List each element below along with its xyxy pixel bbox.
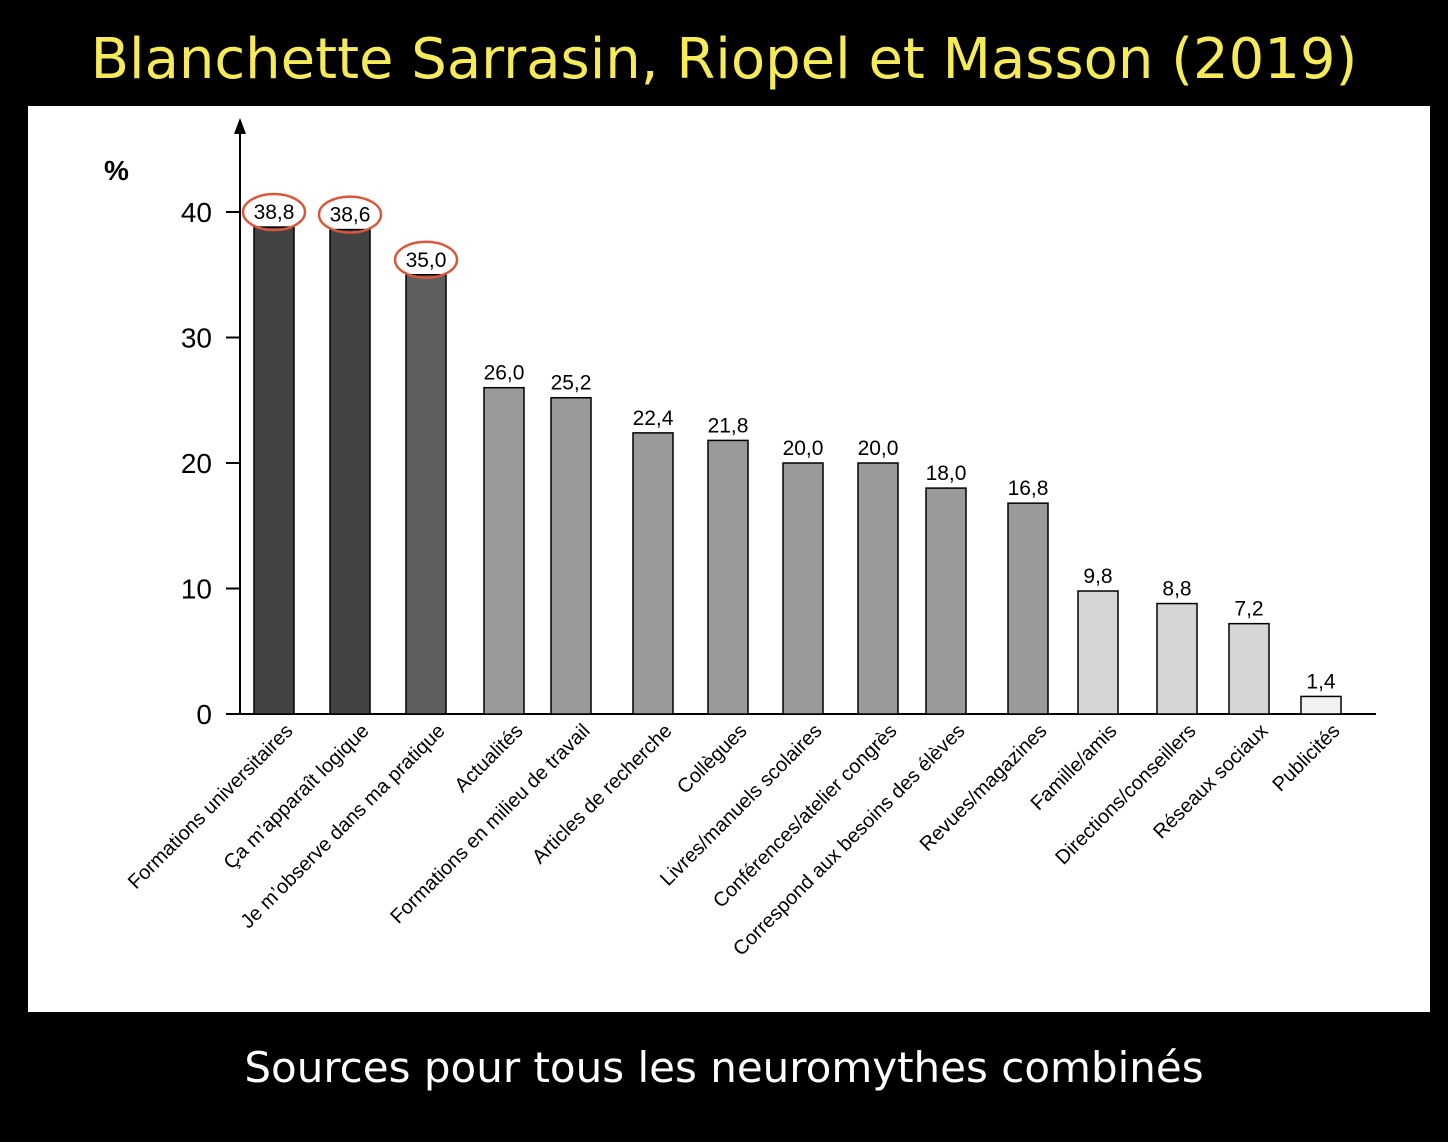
bar <box>405 274 447 715</box>
value-labels: 38,8 38,6 35,0 26,0 25,2 22,4 21,8 20,0 20,0 18,0… <box>254 201 1336 693</box>
bar <box>1007 502 1049 715</box>
bar <box>1156 602 1198 715</box>
chart-panel: % 0 10 20 30 40 38,8 38,6 35,0 26,0 25,2 22,4 21,8… <box>28 106 1430 1012</box>
bar <box>857 462 899 715</box>
category-label: Articles de recherche <box>528 720 676 868</box>
y-tick-label: 0 <box>196 699 212 730</box>
highlight-ring <box>393 240 459 279</box>
slide-caption: Sources pour tous les neuromythes combin… <box>244 1043 1204 1092</box>
value-label: 22,4 <box>633 407 674 430</box>
highlight-ring <box>317 195 383 234</box>
bar <box>1300 695 1342 715</box>
y-tick-label: 30 <box>181 323 212 354</box>
bar <box>1077 590 1119 715</box>
value-label: 16,8 <box>1008 477 1049 500</box>
category-label: Publicités <box>1268 720 1344 796</box>
highlight-rings <box>241 192 459 279</box>
value-label: 20,0 <box>783 437 824 460</box>
value-label: 18,0 <box>926 462 967 485</box>
value-label: 26,0 <box>484 362 525 385</box>
value-label: 38,8 <box>254 201 295 224</box>
bar <box>550 396 592 715</box>
bar <box>483 386 525 715</box>
bar <box>253 226 295 715</box>
highlight-ring <box>241 192 307 232</box>
value-label: 8,8 <box>1162 578 1191 601</box>
bar <box>707 439 749 715</box>
bar <box>1228 622 1270 715</box>
category-label: Collègues <box>673 720 751 798</box>
value-label: 25,2 <box>551 372 592 395</box>
bar <box>782 462 824 715</box>
y-tick-label: 10 <box>181 574 212 605</box>
bar-chart: % 0 10 20 30 40 38,8 38,6 35,0 26,0 25,2 22,4 21,8… <box>104 118 1376 960</box>
value-label: 9,8 <box>1083 565 1112 588</box>
bar <box>632 432 674 715</box>
bar <box>329 228 371 715</box>
y-axis-label: % <box>104 155 129 186</box>
y-axis-ticks: 0 10 20 30 40 <box>181 197 240 730</box>
bar-series <box>253 226 1342 715</box>
value-label: 7,2 <box>1234 598 1263 621</box>
category-label: Ça m’apparaît logique <box>220 720 374 874</box>
slide-title: Blanchette Sarrasin, Riopel et Masson (2… <box>90 27 1358 92</box>
y-tick-label: 40 <box>181 197 212 228</box>
bar <box>925 487 967 715</box>
value-label: 20,0 <box>858 437 899 460</box>
value-label: 38,6 <box>330 204 371 227</box>
y-tick-label: 20 <box>181 448 212 479</box>
value-label: 1,4 <box>1306 670 1336 693</box>
value-label: 21,8 <box>708 414 749 437</box>
y-axis-arrow-icon <box>234 118 246 134</box>
value-label: 35,0 <box>406 249 447 272</box>
category-label: Directions/conseillers <box>1051 720 1200 869</box>
